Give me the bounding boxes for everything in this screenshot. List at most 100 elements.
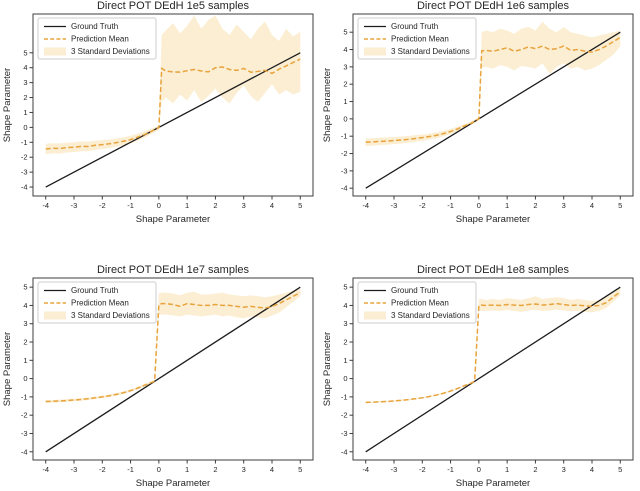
legend-box: [37, 17, 157, 60]
legend-box: [37, 281, 157, 324]
x-tick-label: 5: [618, 465, 622, 474]
std-deviation-band: [45, 15, 301, 155]
chart-direct-pot-dedh-1e6: -4 -3 -2 -1 0 1 2 3 4 5 -4 -3 -2 -1 0 1 2 3 4 5 Direct POT D…: [322, 0, 634, 225]
x-tick-label: -1: [127, 201, 134, 210]
x-tick-label: 4: [590, 465, 594, 474]
x-tick-label: -1: [127, 465, 134, 474]
y-tick-label: -3: [21, 429, 28, 438]
x-tick-label: 1: [185, 465, 189, 474]
y-axis-label: Shape Parameter: [2, 332, 13, 406]
y-tick-label: -2: [341, 411, 348, 420]
x-tick-label: 3: [562, 201, 566, 210]
x-axis-label: Shape Parameter: [456, 214, 530, 225]
prediction-mean-line: [365, 36, 621, 144]
chart-title: Direct POT DEdH 1e8 samples: [417, 264, 570, 276]
x-tick-label: 3: [242, 465, 246, 474]
y-tick-label: 3: [343, 62, 347, 71]
x-tick-label: 5: [618, 201, 622, 210]
y-axis: -4 -3 -2 -1 0 1 2 3 4 5: [341, 28, 353, 193]
axes-spines: [352, 277, 634, 461]
legend-item-label: Prediction Mean: [71, 299, 129, 308]
y-tick-label: 5: [23, 283, 27, 292]
legend-box: [357, 17, 477, 60]
x-tick-label: -2: [419, 465, 426, 474]
y-tick-label: 3: [23, 319, 27, 328]
y-axis-label: Shape Parameter: [322, 332, 333, 406]
y-tick-label: -4: [341, 184, 348, 193]
x-tick-label: -4: [42, 465, 49, 474]
x-tick-label: 4: [590, 201, 594, 210]
y-tick-label: -3: [341, 166, 348, 175]
plot-area: [45, 15, 301, 188]
y-axis: -4 -3 -2 -1 0 1 2 3 4 5: [21, 283, 33, 456]
y-tick-label: 5: [343, 283, 347, 292]
x-tick-label: 1: [185, 201, 189, 210]
x-tick-label: 1: [505, 201, 509, 210]
x-tick-label: 5: [298, 201, 302, 210]
y-tick-label: 5: [343, 28, 347, 37]
y-tick-label: 3: [343, 319, 347, 328]
y-tick-label: 2: [343, 338, 347, 347]
x-tick-label: -3: [71, 201, 78, 210]
y-tick-label: 1: [23, 356, 27, 365]
axes-spines: [32, 13, 314, 197]
y-axis: -4 -3 -2 -1 0 1 2 3 4 5: [341, 283, 353, 456]
y-tick-label: -4: [21, 183, 28, 192]
y-tick-label: 3: [23, 78, 27, 87]
ground-truth-line: [365, 286, 621, 453]
x-axis-label: Shape Parameter: [456, 478, 530, 489]
x-tick-label: 0: [477, 201, 481, 210]
x-tick-label: -2: [99, 201, 106, 210]
chart-direct-pot-dedh-1e8: -4 -3 -2 -1 0 1 2 3 4 5 -4 -3 -2 -1 0 1 2 3 4 5 Direct POT D…: [322, 264, 634, 489]
y-axis: -4 -3 -2 -1 0 1 2 3 4 5: [21, 48, 33, 192]
legend: Ground Truth Prediction Mean 3 Standard De…: [37, 281, 157, 324]
y-tick-label: -1: [21, 138, 28, 147]
x-tick-label: 5: [298, 465, 302, 474]
std-deviation-band: [365, 21, 621, 147]
chart-title: Direct POT DEdH 1e7 samples: [97, 264, 250, 276]
chart-title: Direct POT DEdH 1e6 samples: [417, 0, 570, 12]
x-tick-label: 3: [242, 201, 246, 210]
legend: Ground Truth Prediction Mean 3 Standard De…: [357, 281, 477, 324]
y-tick-label: 0: [23, 374, 27, 383]
legend-item-label: Ground Truth: [391, 286, 438, 295]
x-tick-label: 3: [562, 465, 566, 474]
y-tick-label: 4: [343, 45, 347, 54]
y-axis-label: Shape Parameter: [322, 68, 333, 142]
x-axis-label: Shape Parameter: [136, 214, 210, 225]
y-tick-label: 0: [343, 114, 347, 123]
x-tick-label: -1: [447, 201, 454, 210]
legend-item-label: 3 Standard Deviations: [71, 47, 150, 56]
x-tick-label: 0: [157, 201, 161, 210]
x-tick-label: 4: [270, 465, 274, 474]
y-tick-label: 4: [23, 301, 27, 310]
y-tick-label: 4: [343, 301, 347, 310]
legend-item-label: Prediction Mean: [391, 299, 449, 308]
chart-direct-pot-dedh-1e5: -4 -3 -2 -1 0 1 2 3 4 5 -4 -3 -2 -1 0 1 2 3 4 5 Direct POT D…: [2, 0, 314, 225]
y-tick-label: 1: [343, 356, 347, 365]
legend-item-label: Prediction Mean: [391, 35, 449, 44]
x-axis-label: Shape Parameter: [136, 478, 210, 489]
x-tick-label: 2: [533, 201, 537, 210]
x-tick-label: -3: [391, 201, 398, 210]
y-tick-label: 0: [343, 374, 347, 383]
y-tick-label: 1: [23, 108, 27, 117]
prediction-mean-line: [365, 291, 621, 404]
x-tick-label: 2: [213, 465, 217, 474]
y-axis-label: Shape Parameter: [2, 68, 13, 142]
legend-item-label: 3 Standard Deviations: [71, 311, 150, 320]
legend-sample-std-band: [364, 311, 386, 320]
legend-item-label: Ground Truth: [71, 22, 118, 31]
x-tick-label: -4: [362, 465, 369, 474]
legend: Ground Truth Prediction Mean 3 Standard De…: [357, 17, 477, 60]
legend-sample-std-band: [364, 47, 386, 56]
y-tick-label: 2: [23, 93, 27, 102]
ground-truth-line: [45, 286, 301, 453]
legend-item-label: 3 Standard Deviations: [391, 311, 470, 320]
legend-item-label: Ground Truth: [391, 22, 438, 31]
x-axis: -4 -3 -2 -1 0 1 2 3 4 5: [42, 460, 302, 474]
plot-area: [365, 286, 621, 453]
x-tick-label: -3: [391, 465, 398, 474]
x-tick-label: 1: [505, 465, 509, 474]
